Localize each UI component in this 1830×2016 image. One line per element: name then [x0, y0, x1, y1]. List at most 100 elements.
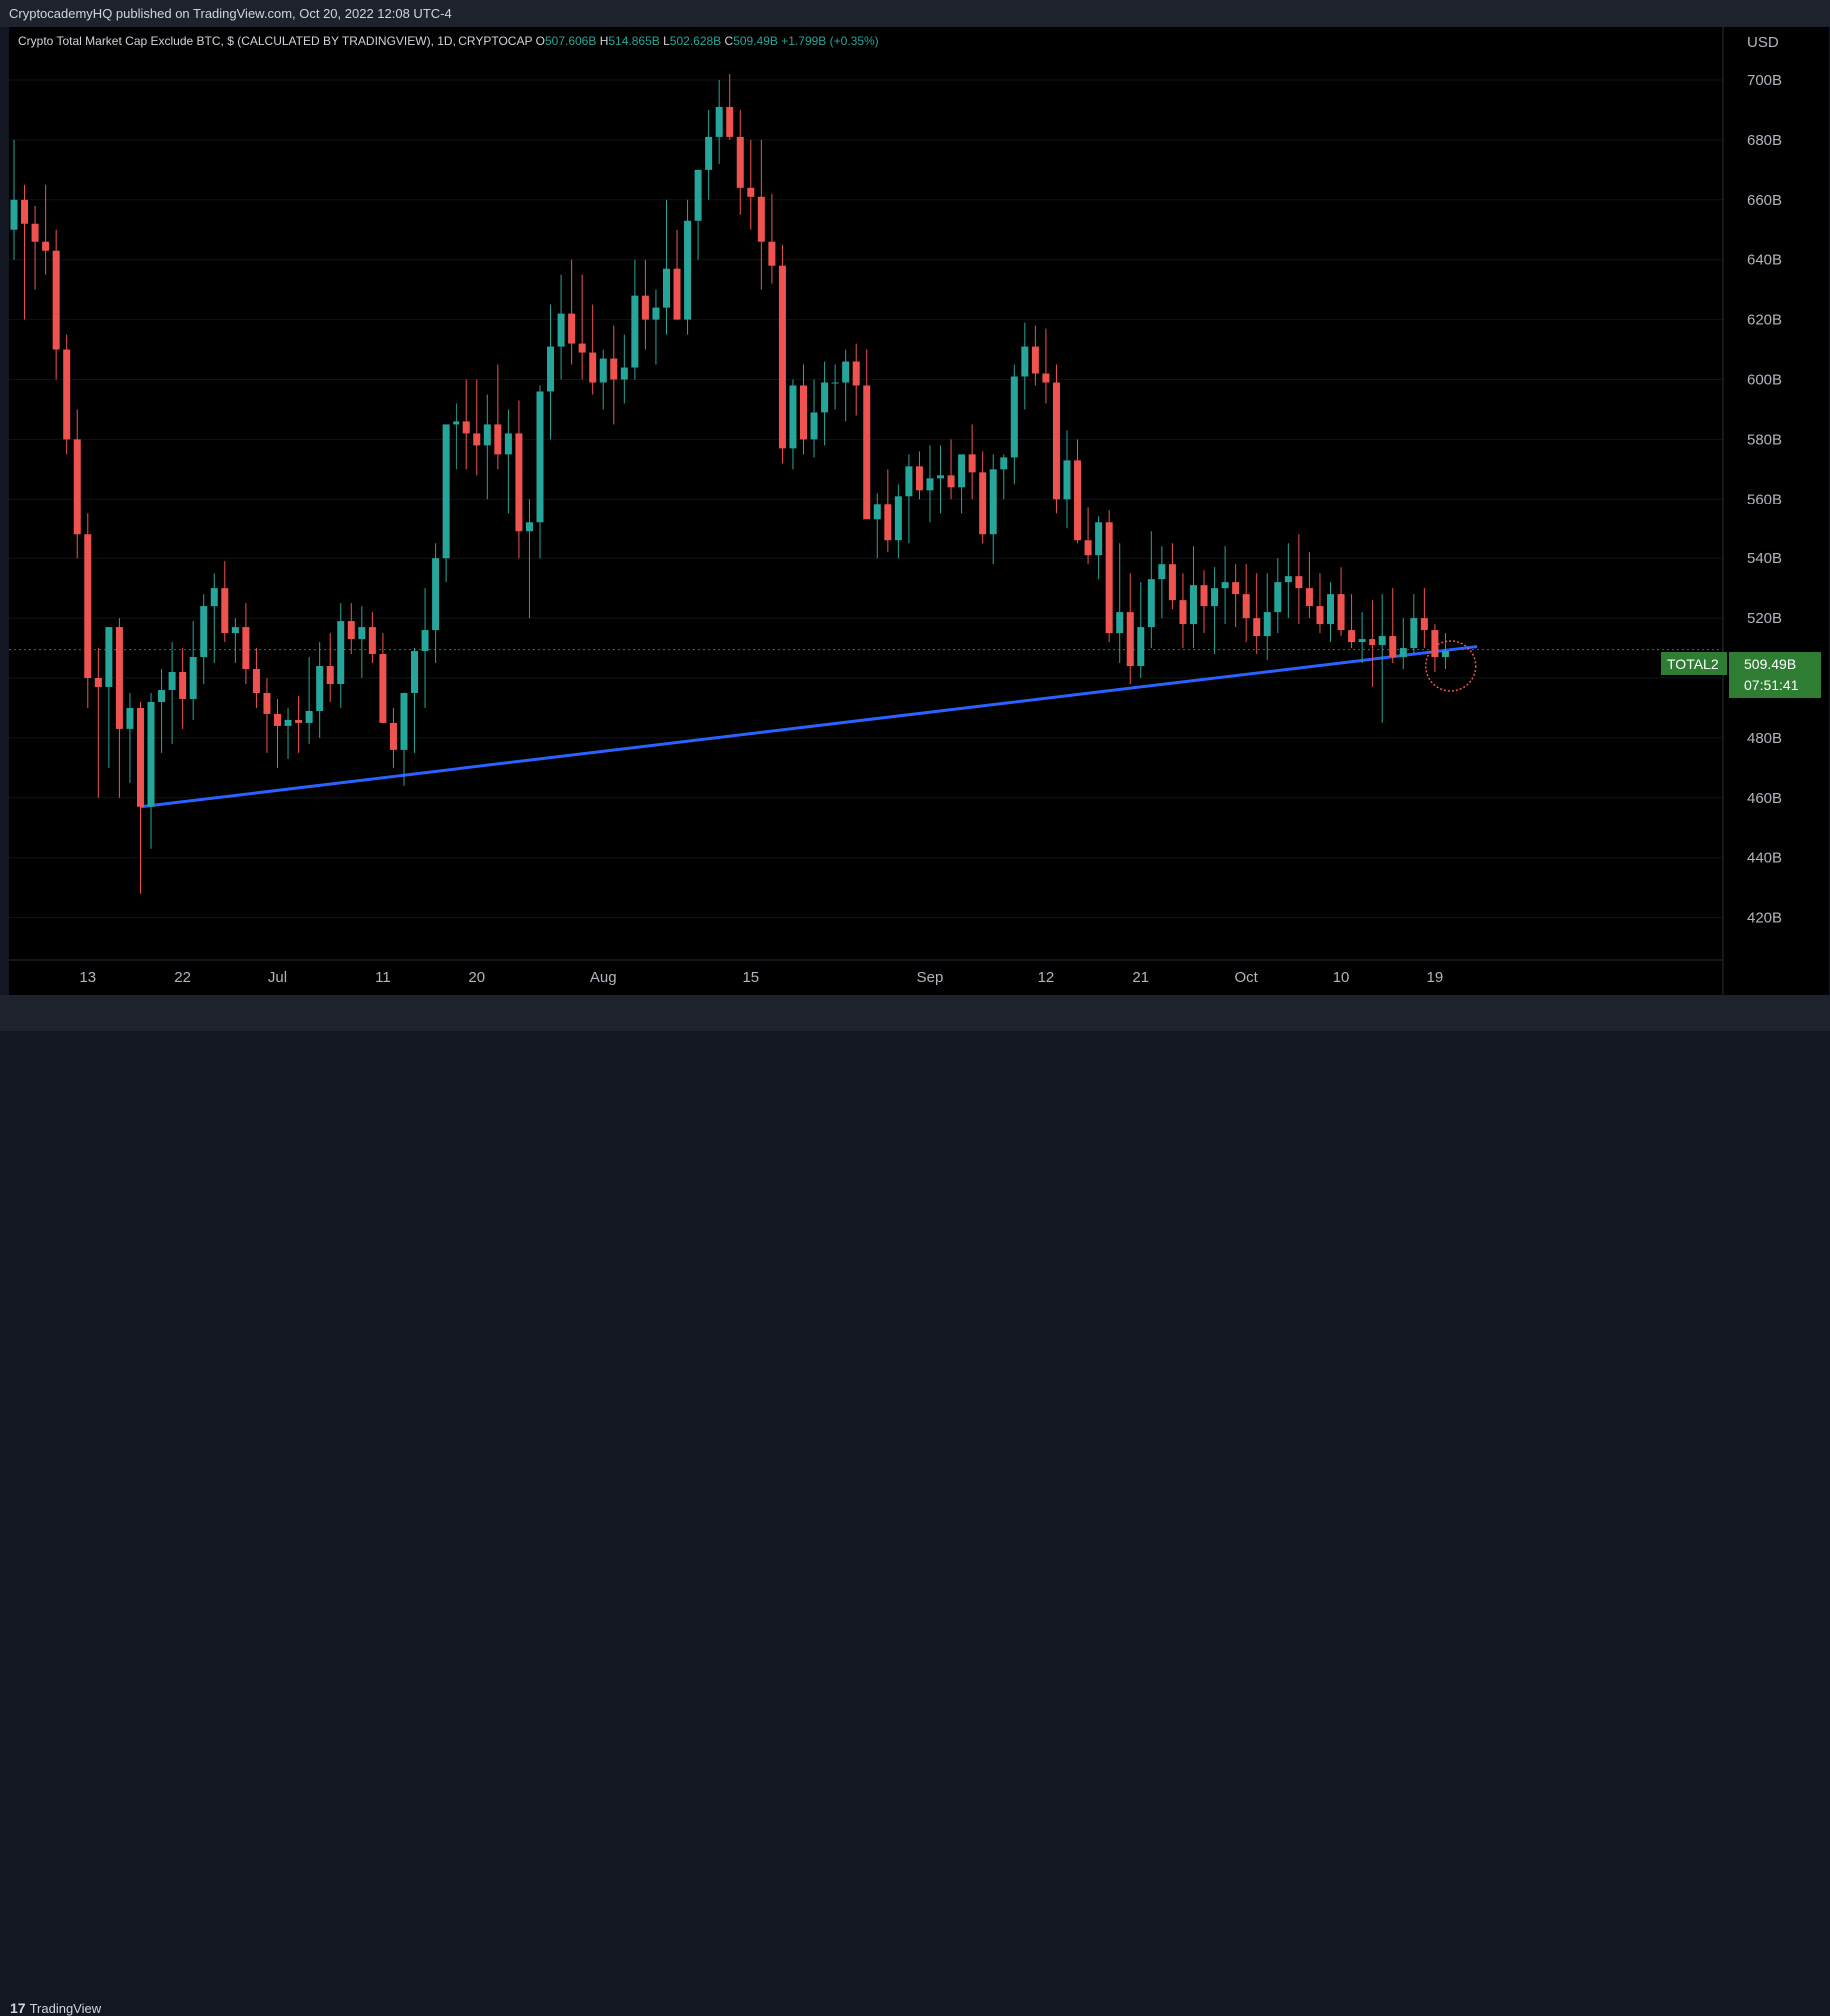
candle [726, 74, 734, 140]
candle [589, 304, 597, 395]
candle [295, 695, 303, 753]
candle [810, 379, 818, 458]
grid-layer [9, 79, 1723, 919]
candle [1063, 430, 1071, 529]
candle-body [631, 295, 639, 368]
candle-body [578, 343, 586, 353]
candle [620, 334, 628, 404]
candle-body [242, 627, 250, 670]
candle-body [863, 385, 871, 520]
candle-body [21, 199, 29, 224]
price-axis: 700B 680B 660B 640B 620B 600B 580B 560B 540B 520B… [1747, 72, 1782, 927]
candle [958, 454, 966, 514]
candle-body [494, 424, 502, 455]
candle [884, 469, 892, 553]
candle [1232, 564, 1240, 628]
candle-body [1327, 594, 1334, 625]
candle [894, 484, 902, 559]
candle [1316, 573, 1324, 634]
candle [1431, 624, 1439, 673]
candle-body [1399, 648, 1407, 658]
candle [1137, 582, 1145, 678]
candle [926, 445, 934, 523]
candle-body [473, 433, 481, 446]
y-tick-label: 700B [1747, 72, 1782, 89]
candle [1399, 618, 1407, 670]
candle [662, 199, 670, 335]
candle-body [1242, 594, 1250, 619]
candle [1095, 516, 1103, 580]
candle-body [1431, 630, 1439, 658]
candle-body [442, 424, 450, 559]
price-tag: TOTAL2 509.49B 07:51:41 [1661, 652, 1821, 698]
y-tick-label: 540B [1747, 550, 1782, 567]
candle [1158, 546, 1166, 619]
candle-body [1052, 382, 1060, 500]
candle [1179, 573, 1187, 649]
candle-body [515, 433, 523, 532]
candle-body [884, 504, 892, 541]
candle-body [136, 707, 144, 807]
candle [358, 606, 366, 678]
candle-body [73, 439, 81, 535]
candle [684, 199, 692, 335]
tradingview-logo[interactable]: 17 TradingView [10, 2000, 101, 2016]
candle [873, 493, 881, 559]
candle [937, 445, 945, 514]
legend-high: 514.865B [608, 34, 660, 48]
candle-body [316, 666, 324, 711]
candle [284, 707, 292, 759]
candle-body [1337, 594, 1345, 631]
candle-body [684, 220, 692, 320]
candle [442, 424, 450, 583]
candle-body [1147, 579, 1155, 628]
candle-body [400, 692, 408, 750]
chart-panel[interactable]: USD 700B 680B 660B 640B 620B 600B 580B 560B 540B… [9, 27, 1829, 995]
x-tick-label: 13 [79, 969, 96, 986]
trendline [140, 645, 1478, 809]
candle [905, 454, 913, 544]
candle [1295, 534, 1303, 625]
candle [231, 618, 239, 664]
price-axis-bg [1723, 27, 1829, 995]
candle-body [105, 627, 113, 687]
tradingview-icon: 17 [10, 2000, 26, 2016]
candle [473, 379, 481, 476]
candle [1441, 633, 1449, 670]
x-tick-label: 10 [1333, 969, 1350, 986]
candle [105, 627, 113, 768]
candle [84, 513, 92, 708]
candle [842, 349, 850, 422]
candle-body [504, 433, 512, 455]
trendline-layer [9, 645, 1723, 809]
y-tick-label: 640B [1747, 252, 1782, 269]
candle-body [1137, 627, 1145, 667]
candle [379, 633, 387, 723]
candle [432, 543, 440, 664]
candle [1189, 546, 1197, 649]
x-tick-label: 15 [742, 969, 759, 986]
x-tick-label: Oct [1235, 969, 1259, 986]
candle-body [894, 496, 902, 541]
candle [400, 692, 408, 786]
candle [736, 109, 744, 215]
candle [1200, 570, 1208, 634]
candle [52, 229, 60, 380]
candle [1010, 364, 1018, 485]
x-tick-label: Aug [590, 969, 617, 986]
candle-body [200, 606, 208, 658]
candle-body [1441, 651, 1449, 658]
candle [1000, 454, 1008, 500]
price-chart[interactable]: USD 700B 680B 660B 640B 620B 600B 580B 560B 540B… [9, 27, 1829, 995]
candle [1031, 325, 1039, 386]
candle [136, 701, 144, 894]
candle-body [126, 707, 134, 729]
candle [1410, 594, 1418, 655]
candle-body [873, 504, 881, 520]
candle-body [1000, 457, 1008, 470]
candle-body [599, 358, 607, 383]
candle [462, 379, 470, 470]
candle-body [747, 187, 755, 197]
candle-body [1274, 582, 1282, 613]
candle [989, 454, 997, 565]
